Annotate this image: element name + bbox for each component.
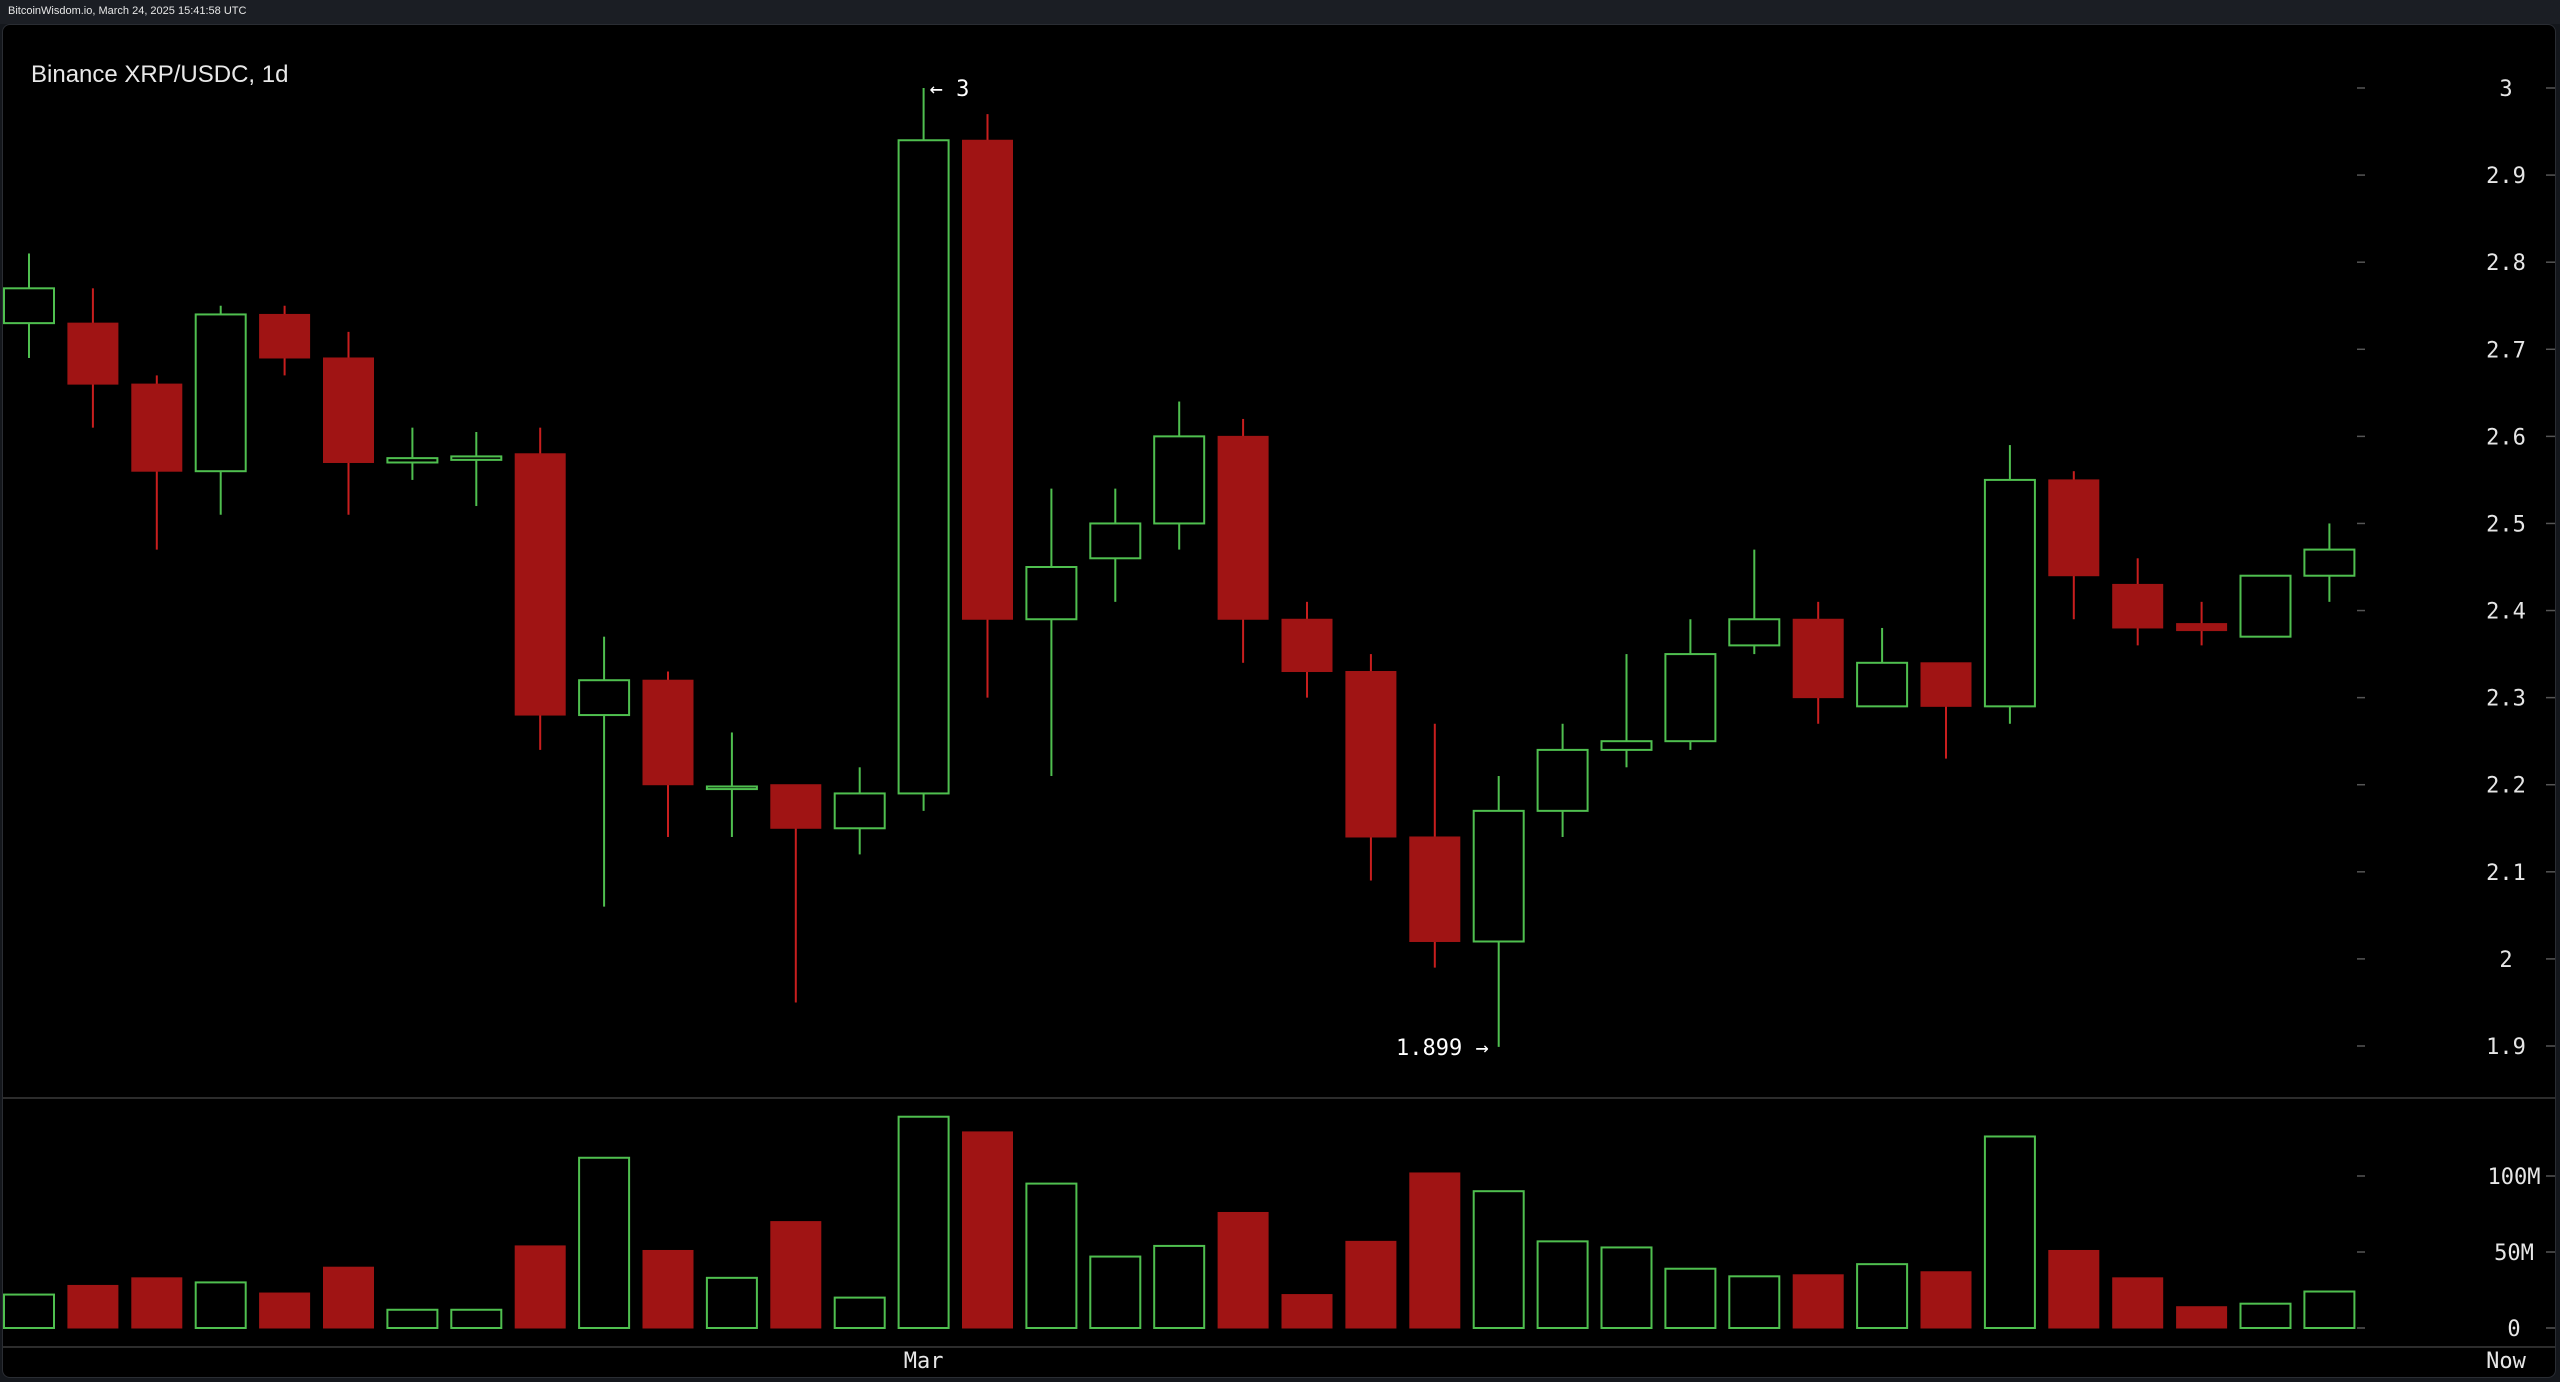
price-tick-label: 2.4 <box>2486 600 2526 625</box>
volume-bar-down <box>131 1277 183 1329</box>
candle-body-down <box>67 322 119 385</box>
high-annotation: ← 3 <box>930 77 970 102</box>
candle-body-down <box>1409 836 1461 942</box>
candle-body-up <box>450 455 503 461</box>
candle-body-up <box>897 139 950 795</box>
volume-bar-up <box>2303 1290 2356 1330</box>
volume-bar-up <box>2239 1302 2292 1330</box>
volume-bar-down <box>514 1245 566 1329</box>
price-tick-label: 2 <box>2499 948 2512 973</box>
price-tick-label: 2.3 <box>2486 687 2526 712</box>
price-tick-label: 3 <box>2499 77 2512 102</box>
candle-body-up <box>194 313 247 473</box>
candle-body-up <box>1856 661 1909 708</box>
volume-bar-up <box>833 1296 886 1329</box>
volume-bar-up <box>897 1115 950 1329</box>
price-tick-label: 2.5 <box>2486 512 2526 537</box>
candle-body-down <box>770 784 822 829</box>
volume-bar-down <box>1792 1274 1844 1329</box>
volume-bar-down <box>1281 1294 1333 1329</box>
volume-bar-up <box>1728 1275 1781 1329</box>
low-annotation: 1.899 → <box>1396 1036 1489 1061</box>
time-axis-label: Mar <box>904 1349 944 1374</box>
candle-body-down <box>642 679 694 786</box>
volume-tick-label: 0 <box>2507 1317 2520 1342</box>
volume-bar-up <box>1664 1267 1717 1329</box>
volume-bar-down <box>2176 1306 2228 1329</box>
candle-body-down <box>1792 618 1844 699</box>
candle-body-down <box>962 139 1013 620</box>
volume-bar-up <box>1025 1182 1078 1329</box>
candle-body-down <box>2048 479 2100 577</box>
volume-bar-up <box>3 1293 55 1330</box>
candle-body-up <box>386 457 439 464</box>
volume-bar-down <box>259 1292 311 1329</box>
candle-body-down <box>1217 435 1269 620</box>
volume-bar-down <box>1345 1240 1397 1329</box>
chart-title: Binance XRP/USDC, 1d <box>31 61 289 88</box>
candle-body-up <box>705 785 758 791</box>
volume-tick-label: 100M <box>2488 1165 2541 1190</box>
candle-body-up <box>833 792 886 830</box>
candle-body-up <box>1983 478 2036 708</box>
candle-body-up <box>2303 548 2356 577</box>
candle-body-down <box>2112 583 2164 629</box>
price-tick-label: 1.9 <box>2486 1035 2526 1060</box>
volume-bar-down <box>1920 1271 1972 1329</box>
volume-tick-label: 50M <box>2494 1241 2534 1266</box>
volume-bar-up <box>705 1276 758 1329</box>
volume-bar-up <box>1089 1255 1142 1330</box>
candle-body-up <box>1089 522 1142 560</box>
candle-body-up <box>1664 653 1717 743</box>
volume-bar-down <box>1217 1211 1269 1329</box>
candle-body-up <box>1153 435 1206 525</box>
volume-bar-up <box>1600 1246 1653 1329</box>
candlestick-chart: 3 2.9 2.8 2.7 2.6 2.5 2.4 2.3 2.2 2.1 2 1.9 100M 50M 0… <box>3 77 2555 1374</box>
volume-bar-up <box>1983 1135 2036 1329</box>
volume-bar-down <box>67 1284 119 1329</box>
candle-body-down <box>1345 671 1397 838</box>
volume-bar-down <box>323 1266 374 1329</box>
candle-body-up <box>1728 618 1781 647</box>
candle-body-down <box>1920 662 1972 707</box>
price-tick-label: 2.7 <box>2486 338 2526 363</box>
candle-body-down <box>323 357 374 463</box>
price-tick-label: 2.1 <box>2486 861 2526 886</box>
price-tick-label: 2.6 <box>2486 425 2526 450</box>
volume-bar-up <box>194 1281 247 1330</box>
candle-body-up <box>1025 566 1078 621</box>
volume-bar-down <box>642 1249 694 1329</box>
price-tick-label: 2.8 <box>2486 251 2526 276</box>
volume-bar-up <box>1472 1190 1525 1329</box>
candle-body-down <box>259 313 311 359</box>
candle-body-up <box>1536 748 1589 812</box>
candle-body-down <box>131 383 183 472</box>
candle-body-down <box>2176 623 2228 632</box>
time-axis-label: Now <box>2486 1349 2526 1374</box>
candle-body-up <box>1472 809 1525 943</box>
volume-bar-down <box>770 1221 822 1329</box>
volume-bar-down <box>2048 1249 2100 1329</box>
volume-bar-up <box>450 1308 503 1330</box>
top-bar: BitcoinWisdom.io, March 24, 2025 15:41:5… <box>0 0 2560 24</box>
volume-bar-down <box>1409 1172 1461 1329</box>
candle-body-down <box>1281 618 1333 673</box>
volume-bar-up <box>1536 1240 1589 1329</box>
volume-bar-up <box>578 1156 631 1330</box>
candle-body-up <box>578 679 631 717</box>
volume-bar-up <box>1153 1244 1206 1330</box>
price-tick-label: 2.9 <box>2486 164 2526 189</box>
volume-bar-down <box>2112 1277 2164 1329</box>
volume-bar-up <box>1856 1263 1909 1330</box>
source-timestamp: BitcoinWisdom.io, March 24, 2025 15:41:5… <box>8 5 247 17</box>
candle-body-up <box>1600 740 1653 751</box>
volume-bar-up <box>386 1308 439 1330</box>
candle-body-up <box>2239 574 2292 638</box>
volume-bar-down <box>962 1131 1013 1329</box>
price-tick-label: 2.2 <box>2486 774 2526 799</box>
candle-body-up <box>3 287 55 325</box>
candle-body-down <box>514 453 566 716</box>
chart-panel: 3 2.9 2.8 2.7 2.6 2.5 2.4 2.3 2.2 2.1 2 1.9 100M 50M 0… <box>2 24 2556 1378</box>
